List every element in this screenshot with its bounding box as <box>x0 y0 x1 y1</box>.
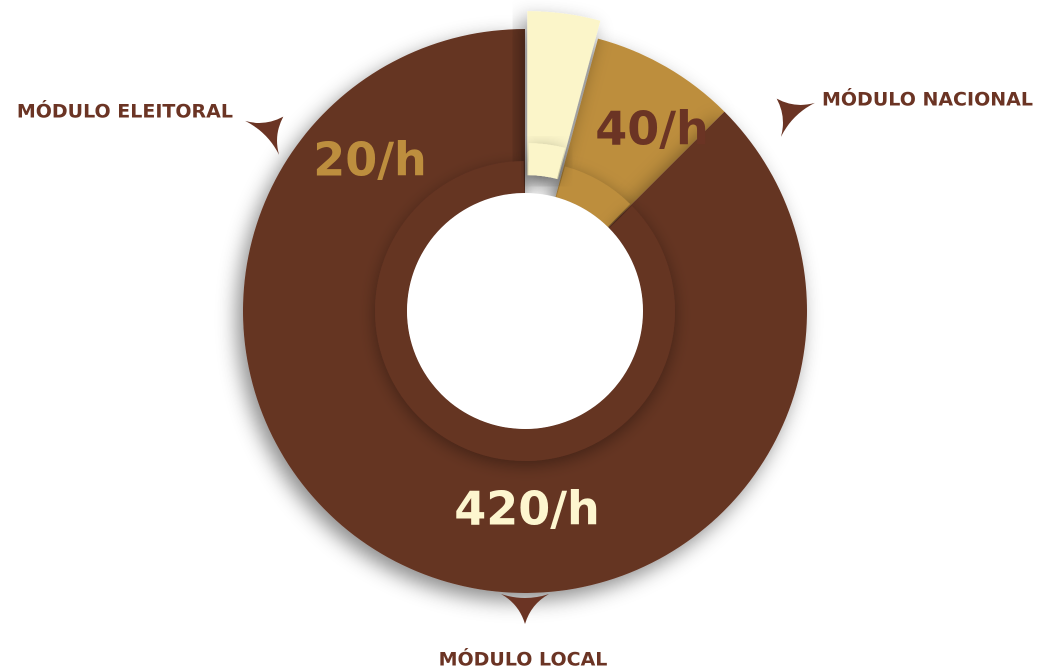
pointer-arrow-icon <box>245 116 284 155</box>
donut-hole <box>407 193 643 429</box>
slice-m-dulo-local <box>242 29 807 593</box>
inner-ring-segment <box>556 166 631 227</box>
module-label: MÓDULO NACIONAL <box>822 87 1033 111</box>
slice-m-dulo-eleitoral <box>527 11 601 180</box>
value-label: 20/h <box>313 133 427 187</box>
inner-ring <box>375 143 675 461</box>
value-label: 40/h <box>595 102 709 156</box>
pointer-arrow-icon <box>776 98 815 137</box>
pointer-arrow-icon <box>501 594 549 624</box>
module-label: MÓDULO LOCAL <box>439 647 608 669</box>
module-labels: MÓDULO NACIONAL MÓDULO LOCAL MÓDULO ELEITO… <box>17 87 1033 669</box>
value-labels: 40/h 420/h 20/h <box>313 102 709 536</box>
inner-ring-segment <box>528 143 565 179</box>
module-label: MÓDULO ELEITORAL <box>17 99 233 123</box>
value-label: 420/h <box>454 482 600 536</box>
